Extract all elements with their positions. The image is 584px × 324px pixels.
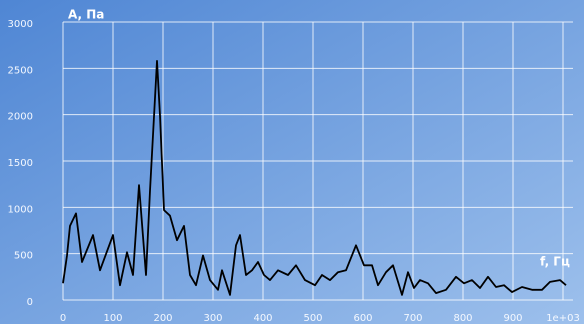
y-tick-label: 0	[27, 297, 33, 308]
x-tick-label: 900	[503, 313, 522, 324]
x-tick-label: 400	[253, 313, 272, 324]
x-axis-label: f, Гц	[540, 255, 570, 269]
x-tick-label: 1e+03	[546, 313, 580, 324]
x-tick-label: 800	[453, 313, 472, 324]
y-tick-label: 1500	[8, 158, 33, 169]
x-tick-label: 700	[403, 313, 422, 324]
y-axis-label: A, Па	[68, 8, 104, 22]
data-line	[62, 60, 567, 296]
y-tick-label: 1000	[8, 204, 33, 215]
x-tick-label: 0	[60, 313, 66, 324]
y-tick-label: 3000	[8, 19, 33, 30]
x-tick-label: 200	[153, 313, 172, 324]
x-tick-label: 100	[103, 313, 122, 324]
x-tick-label: 300	[203, 313, 222, 324]
y-tick-label: 500	[14, 251, 33, 262]
x-tick-label: 500	[303, 313, 322, 324]
y-tick-label: 2000	[8, 112, 33, 123]
x-tick-label: 600	[353, 313, 372, 324]
y-tick-label: 2500	[8, 65, 33, 76]
